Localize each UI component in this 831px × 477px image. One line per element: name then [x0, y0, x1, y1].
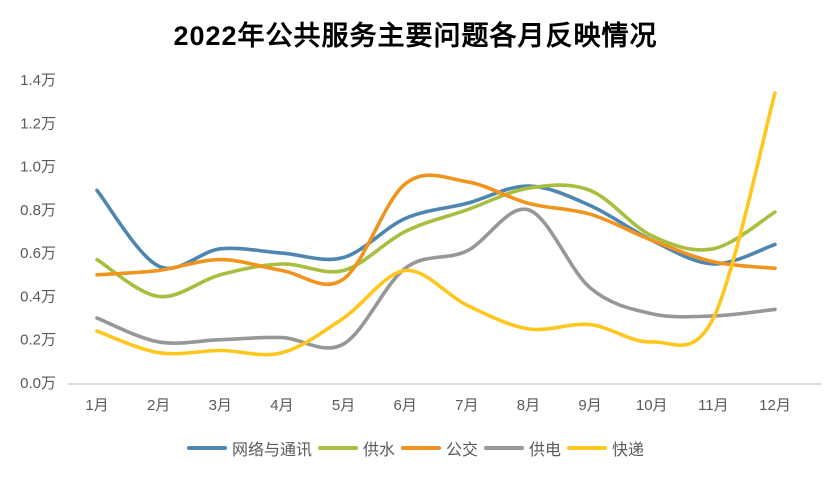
x-axis-tick-label: 12月	[759, 397, 791, 414]
chart-legend: 网络与通讯 供水 公交 供电 快递	[0, 436, 831, 460]
legend-swatch-icon	[317, 445, 358, 451]
legend-item-供水[interactable]: 供水	[317, 436, 395, 460]
x-axis-tick-label: 3月	[209, 397, 232, 414]
series-line-公交	[95, 173, 777, 286]
x-axis-tick-label: 8月	[517, 397, 540, 414]
series-line-快递	[95, 91, 777, 357]
x-axis-tick-label: 1月	[85, 397, 108, 414]
y-axis-tick-label: 0.8万	[20, 202, 56, 219]
legend-label: 快递	[612, 442, 645, 459]
x-axis-tick-label: 5月	[332, 397, 355, 414]
legend-item-供电[interactable]: 供电	[484, 436, 561, 460]
y-axis-tick-label: 0.4万	[20, 288, 56, 305]
legend-swatch-icon	[567, 445, 608, 451]
y-axis-tick-label: 0.6万	[20, 245, 56, 262]
legend-swatch-icon	[186, 445, 227, 451]
legend-label: 供电	[529, 442, 562, 459]
legend-item-快递[interactable]: 快递	[567, 436, 644, 460]
x-axis-tick-label: 2月	[147, 397, 170, 414]
legend-label: 公交	[445, 442, 478, 459]
legend-item-网络与通讯[interactable]: 网络与通讯	[186, 436, 312, 460]
x-axis-tick-label: 4月	[270, 397, 293, 414]
y-axis-tick-label: 0.2万	[20, 332, 56, 349]
legend-swatch-icon	[400, 445, 441, 451]
legend-swatch-icon	[484, 445, 524, 451]
x-axis-tick-label: 11月	[698, 397, 729, 414]
legend-label: 供水	[362, 442, 395, 459]
x-axis-tick-label: 7月	[455, 397, 478, 414]
plot-area: 0.0万 0.2万 0.4万 0.6万 0.8万 1.0万 1.2万 1.4万 1月 2月 3月 4月…	[20, 72, 821, 414]
y-axis-tick-label: 1.0万	[20, 159, 56, 176]
chart-title: 2022年公共服务主要问题各月反映情况	[173, 21, 658, 51]
x-axis-tick-label: 6月	[394, 397, 417, 414]
x-axis-tick-label: 10月	[636, 397, 668, 414]
y-axis-tick-label: 1.2万	[20, 115, 56, 132]
y-axis-tick-label: 1.4万	[20, 72, 56, 89]
legend-item-公交[interactable]: 公交	[400, 436, 478, 460]
x-axis-tick-label: 9月	[578, 397, 601, 414]
series-line-供电	[95, 207, 777, 350]
y-axis-tick-label: 0.0万	[20, 375, 56, 392]
legend-label: 网络与通讯	[231, 442, 312, 459]
series-line-供水	[95, 183, 777, 299]
